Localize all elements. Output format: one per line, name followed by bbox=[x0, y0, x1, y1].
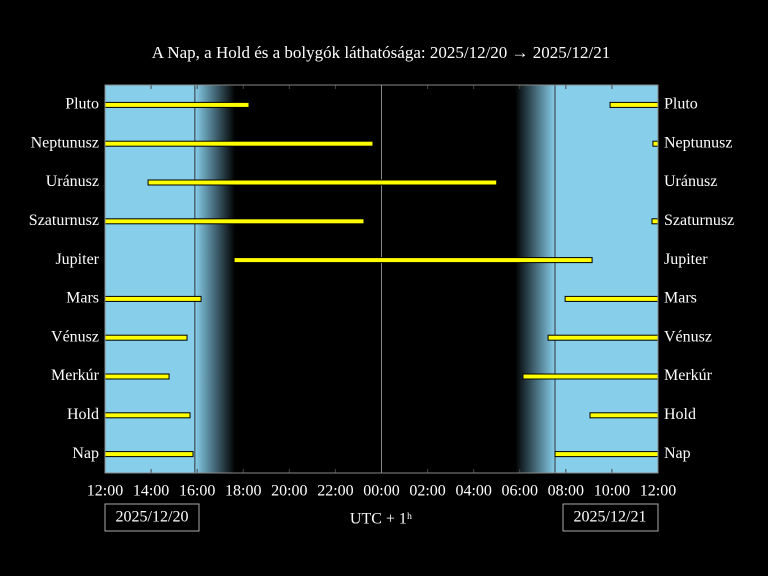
x-tick-label: 14:00 bbox=[133, 483, 169, 500]
x-tick-label: 20:00 bbox=[271, 483, 307, 500]
dusk bbox=[194, 85, 236, 473]
y-tick-label: Mars bbox=[66, 290, 99, 307]
daylight bbox=[555, 85, 658, 473]
visibility-bar bbox=[104, 412, 191, 419]
chart-title: A Nap, a Hold és a bolygók láthatósága: … bbox=[152, 43, 610, 62]
x-tick-label: 16:00 bbox=[179, 483, 215, 500]
y-tick-label-right: Merkúr bbox=[664, 367, 713, 384]
visibility-bar bbox=[609, 101, 659, 108]
y-tick-label: Neptunusz bbox=[31, 134, 99, 151]
visibility-bar bbox=[104, 451, 194, 458]
x-axis-label: UTC + 1ʰ bbox=[350, 511, 412, 528]
visibility-bar bbox=[554, 451, 659, 458]
visibility-bar bbox=[104, 334, 188, 341]
x-tick-label: 10:00 bbox=[594, 483, 630, 500]
x-tick-label: 00:00 bbox=[363, 483, 399, 500]
y-tick-label: Uránusz bbox=[46, 173, 99, 190]
dawn bbox=[515, 85, 556, 473]
visibility-bar bbox=[104, 140, 374, 147]
x-tick-label: 18:00 bbox=[225, 483, 261, 500]
end-date: 2025/12/21 bbox=[574, 509, 647, 526]
visibility-bar bbox=[104, 373, 170, 380]
y-tick-label: Hold bbox=[67, 406, 99, 423]
x-tick-label: 12:00 bbox=[87, 483, 123, 500]
plot-frame bbox=[104, 84, 659, 474]
y-tick-label: Szaturnusz bbox=[29, 212, 99, 229]
y-tick-label-right: Vénusz bbox=[664, 328, 712, 345]
start-date: 2025/12/20 bbox=[116, 509, 189, 526]
date-box bbox=[104, 503, 200, 532]
y-tick-label: Merkúr bbox=[51, 367, 100, 384]
y-tick-label-right: Uránusz bbox=[664, 173, 717, 190]
y-tick-label-right: Nap bbox=[664, 445, 691, 462]
x-tick-label: 06:00 bbox=[502, 483, 538, 500]
visibility-bar bbox=[104, 295, 202, 302]
x-tick-label: 02:00 bbox=[409, 483, 445, 500]
date-box bbox=[562, 503, 659, 532]
visibility-bar bbox=[547, 334, 659, 341]
visibility-bar bbox=[147, 179, 498, 186]
daylight bbox=[105, 85, 195, 473]
visibility-bar bbox=[104, 101, 250, 108]
y-tick-label: Jupiter bbox=[55, 251, 99, 268]
y-tick-label-right: Mars bbox=[664, 290, 697, 307]
visibility-bar bbox=[564, 295, 659, 302]
y-tick-label-right: Pluto bbox=[664, 96, 698, 113]
visibility-bar bbox=[652, 140, 659, 147]
y-tick-label-right: Hold bbox=[664, 406, 696, 423]
y-tick-label: Pluto bbox=[65, 96, 99, 113]
y-tick-label-right: Jupiter bbox=[664, 251, 708, 268]
visibility-bar bbox=[104, 218, 365, 225]
visibility-bar bbox=[233, 257, 593, 264]
x-tick-label: 12:00 bbox=[640, 483, 676, 500]
visibility-bar bbox=[589, 412, 659, 419]
y-tick-label-right: Szaturnusz bbox=[664, 212, 734, 229]
visibility-bar bbox=[522, 373, 659, 380]
y-tick-label: Vénusz bbox=[51, 328, 99, 345]
y-tick-label-right: Neptunusz bbox=[664, 134, 732, 151]
x-tick-label: 22:00 bbox=[317, 483, 353, 500]
x-tick-label: 08:00 bbox=[548, 483, 584, 500]
y-tick-label: Nap bbox=[72, 445, 99, 462]
visibility-bar bbox=[651, 218, 659, 225]
x-tick-label: 04:00 bbox=[455, 483, 491, 500]
